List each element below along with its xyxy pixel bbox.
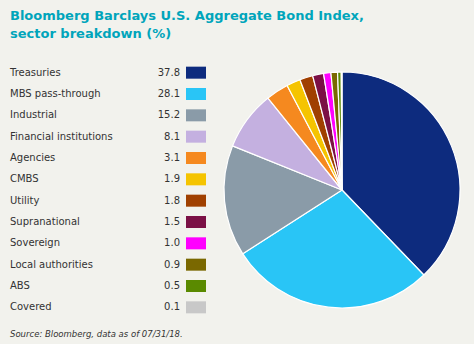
legend-label: Supranational <box>10 216 80 227</box>
legend-row: Treasuries 37.8 <box>9 67 206 79</box>
legend-label: Local authorities <box>10 259 93 270</box>
legend-value: 1.8 <box>164 195 180 206</box>
legend-swatch <box>186 237 206 249</box>
legend-label: ABS <box>10 280 30 291</box>
legend-swatch <box>186 88 206 100</box>
legend-row: ABS 0.5 <box>10 280 206 292</box>
legend-row: MBS pass-through 28.1 <box>10 88 206 100</box>
pie-slice <box>341 72 343 190</box>
legend-label: Sovereign <box>10 237 60 248</box>
legend-label: Industrial <box>10 109 57 120</box>
legend-label: Covered <box>10 301 52 312</box>
legend-swatch <box>186 131 206 143</box>
legend-swatch <box>186 301 206 313</box>
pie <box>224 72 460 308</box>
legend-value: 0.9 <box>164 259 180 270</box>
source-note: Source: Bloomberg, data as of 07/31/18. <box>10 329 183 339</box>
legend-row: Covered 0.1 <box>10 301 206 313</box>
legend-swatch <box>186 67 206 79</box>
legend-row: Agencies 3.1 <box>10 152 206 164</box>
pie-slice <box>338 72 342 190</box>
legend-value: 1.5 <box>164 216 180 227</box>
legend-label: Treasuries <box>9 67 61 78</box>
legend-swatch <box>186 173 206 185</box>
legend-row: Sovereign 1.0 <box>10 237 206 249</box>
legend-value: 0.1 <box>164 301 180 312</box>
legend-label: CMBS <box>10 173 39 184</box>
legend-label: MBS pass-through <box>10 88 101 99</box>
legend-value: 1.0 <box>164 237 180 248</box>
legend-value: 8.1 <box>164 131 180 142</box>
legend-label: Agencies <box>10 152 55 163</box>
legend-row: Supranational 1.5 <box>10 216 206 228</box>
legend-row: Industrial 15.2 <box>10 109 206 121</box>
legend-label: Utility <box>10 195 39 206</box>
chart: Bloomberg Barclays U.S. Aggregate Bond I… <box>0 0 474 344</box>
pie-slice <box>324 73 342 190</box>
subtitle: sector breakdown (%) <box>10 26 171 41</box>
legend-value: 1.9 <box>164 173 180 184</box>
pie-slice <box>331 72 342 190</box>
legend-value: 3.1 <box>164 152 180 163</box>
legend-swatch <box>186 280 206 292</box>
legend-value: 28.1 <box>158 88 180 99</box>
legend-swatch <box>186 152 206 164</box>
legend-value: 0.5 <box>164 280 180 291</box>
legend-value: 15.2 <box>158 109 180 120</box>
legend-row: Local authorities 0.9 <box>10 259 206 271</box>
legend-label: Financial institutions <box>10 131 113 142</box>
title: Bloomberg Barclays U.S. Aggregate Bond I… <box>10 8 364 23</box>
legend-value: 37.8 <box>158 67 180 78</box>
legend-swatch <box>186 216 206 228</box>
background <box>0 0 474 344</box>
legend-row: CMBS 1.9 <box>10 173 206 185</box>
legend-row: Utility 1.8 <box>10 195 206 207</box>
legend: Treasuries 37.8 MBS pass-through 28.1 Indust… <box>9 67 206 314</box>
legend-row: Financial institutions 8.1 <box>10 131 206 143</box>
legend-swatch <box>186 195 206 207</box>
legend-swatch <box>186 109 206 121</box>
legend-swatch <box>186 259 206 271</box>
